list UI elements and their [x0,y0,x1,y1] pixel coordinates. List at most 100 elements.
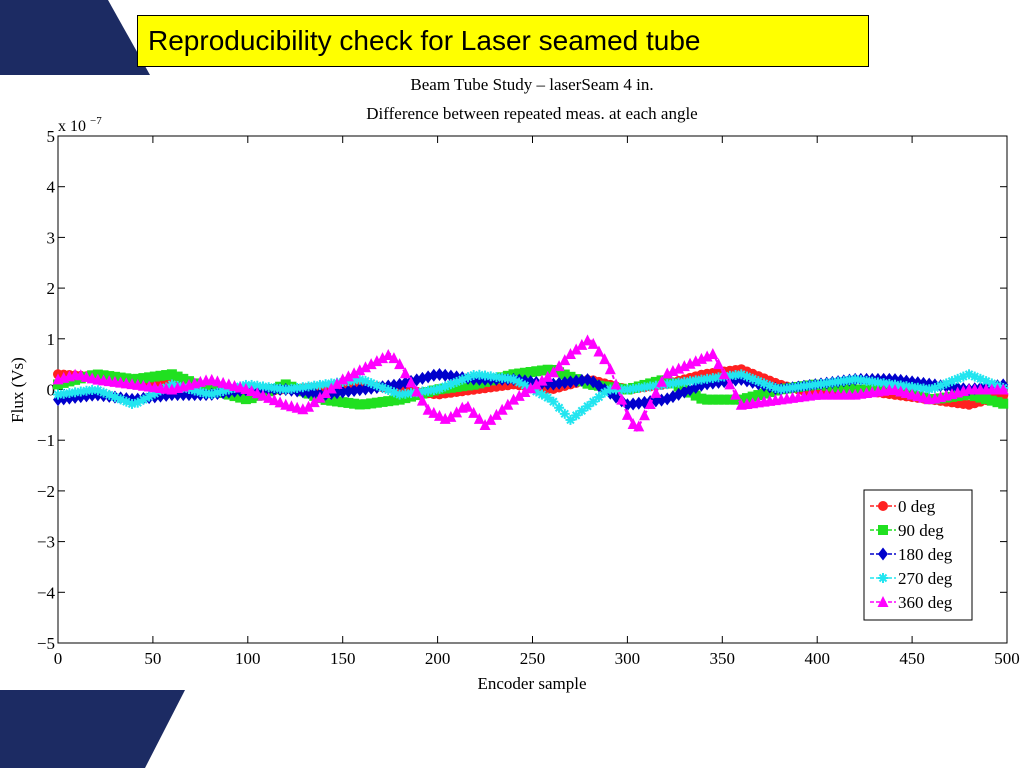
data-point-triangle [308,396,320,408]
data-point-triangle [997,383,1009,395]
y-tick-label: −1 [37,431,55,450]
data-point-diamond [349,384,360,398]
data-point-square [514,368,525,379]
legend-label: 180 deg [898,545,953,564]
y-exponent-label: x 10 −7 [58,115,102,135]
data-point-square [753,390,764,401]
data-point-triangle [656,375,668,387]
data-point-triangle [468,406,480,418]
x-tick-label: 200 [425,649,451,668]
data-point-square [132,373,143,384]
data-point-triangle [593,345,605,357]
data-point-diamond [878,547,888,561]
legend-label: 0 deg [898,497,936,516]
data-point-triangle [502,398,514,410]
data-point-triangle [616,393,628,405]
y-tick-label: 1 [47,330,56,349]
data-point-square [155,370,166,381]
data-point-star [70,387,81,398]
data-point-square [519,367,530,378]
data-point-square [719,394,730,405]
y-tick-label: 4 [47,178,56,197]
data-point-triangle [599,353,611,365]
data-point-square [559,369,570,380]
y-tick-label: −5 [37,634,55,653]
chart-title: Beam Tube Study – laserSeam 4 in. [410,75,653,94]
data-point-star [702,373,713,384]
data-point-triangle [587,337,599,349]
data-point-square [388,395,399,406]
y-tick-label: −2 [37,482,55,501]
data-point-triangle [365,358,377,370]
data-point-square [349,398,360,409]
data-point-diamond [440,368,451,382]
data-point-square [360,399,371,410]
data-point-star [776,384,787,395]
data-point-triangle [553,360,565,372]
legend-item: 270 deg [870,569,953,588]
data-point-square [366,398,377,409]
data-point-square [240,394,251,405]
legend-item: 0 deg [870,497,936,516]
data-point-triangle [405,376,417,388]
series-360-deg [52,334,1009,433]
data-point-square [724,394,735,405]
x-tick-label: 400 [804,649,830,668]
chart-subtitle: Difference between repeated meas. at eac… [366,104,697,123]
data-point-square [201,382,212,393]
data-point-triangle [536,374,548,386]
data-point-triangle [564,348,576,360]
data-point-triangle [354,364,366,376]
data-point-triangle [576,338,588,350]
data-point-triangle [331,377,343,389]
data-point-square [451,381,462,392]
data-point-triangle [479,418,491,430]
data-point-square [707,394,718,405]
data-point-triangle [724,378,736,390]
data-point-square [235,392,246,403]
data-point-square [878,525,888,535]
x-tick-label: 450 [899,649,925,668]
data-point-triangle [473,412,485,424]
data-point-triangle [445,410,457,422]
data-point-square [70,374,81,385]
data-point-triangle [399,367,411,379]
data-point-triangle [718,368,730,380]
y-axis-label: Flux (Vs) [8,357,27,423]
data-point-triangle [382,349,394,361]
data-point-square [178,373,189,384]
data-point-triangle [433,409,445,421]
data-point-triangle [530,378,542,390]
x-tick-label: 350 [710,649,736,668]
legend-label: 270 deg [898,569,953,588]
data-point-triangle [604,363,616,375]
data-point-diamond [559,376,570,390]
legend: 0 deg 90 deg 180 deg 270 deg 360 deg [863,489,973,621]
x-tick-label: 250 [520,649,546,668]
data-point-square [144,372,155,383]
data-point-triangle [519,386,531,398]
data-point-triangle [513,389,525,401]
data-point-square [394,394,405,405]
data-point-triangle [582,334,594,346]
legend-label: 90 deg [898,521,944,540]
legend-label: 360 deg [898,593,953,612]
data-point-triangle [320,387,332,399]
data-point-square [759,388,770,399]
data-point-star [542,392,553,403]
x-tick-label: 300 [615,649,641,668]
data-point-triangle [428,406,440,418]
data-point-star [878,573,888,583]
data-point-square [371,397,382,408]
data-point-square [525,367,536,378]
data-point-triangle [303,400,315,412]
data-point-square [747,391,758,402]
data-point-triangle [422,403,434,415]
data-point-triangle [547,366,559,378]
data-point-triangle [342,370,354,382]
data-point-square [332,396,343,407]
data-point-triangle [377,352,389,364]
data-point-square [531,366,542,377]
data-point-square [462,380,473,391]
